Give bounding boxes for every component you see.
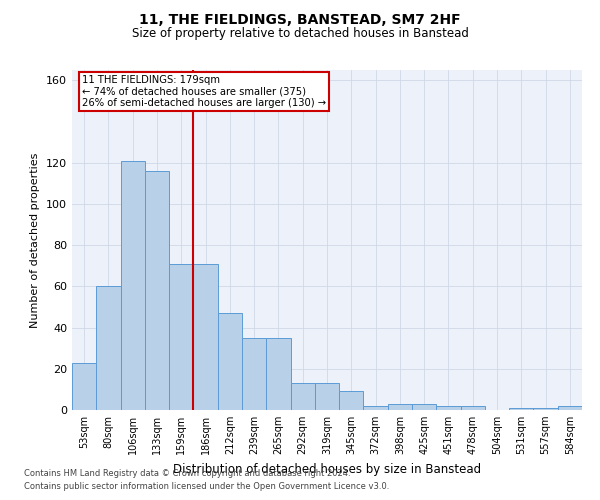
Bar <box>290 383 315 410</box>
Bar <box>72 362 96 410</box>
Bar <box>121 160 145 410</box>
Text: Contains HM Land Registry data © Crown copyright and database right 2024.: Contains HM Land Registry data © Crown c… <box>24 468 350 477</box>
Text: Size of property relative to detached houses in Banstead: Size of property relative to detached ho… <box>131 28 469 40</box>
Bar <box>364 406 388 410</box>
Bar <box>315 383 339 410</box>
Bar <box>388 404 412 410</box>
Bar <box>193 264 218 410</box>
Bar <box>533 408 558 410</box>
Text: 11 THE FIELDINGS: 179sqm
← 74% of detached houses are smaller (375)
26% of semi-: 11 THE FIELDINGS: 179sqm ← 74% of detach… <box>82 75 326 108</box>
Bar <box>218 313 242 410</box>
Bar <box>461 406 485 410</box>
Text: Contains public sector information licensed under the Open Government Licence v3: Contains public sector information licen… <box>24 482 389 491</box>
Bar <box>558 406 582 410</box>
Bar <box>145 171 169 410</box>
Bar <box>509 408 533 410</box>
Bar <box>169 264 193 410</box>
Y-axis label: Number of detached properties: Number of detached properties <box>31 152 40 328</box>
Bar <box>96 286 121 410</box>
Bar <box>436 406 461 410</box>
Bar <box>242 338 266 410</box>
Bar <box>412 404 436 410</box>
Text: 11, THE FIELDINGS, BANSTEAD, SM7 2HF: 11, THE FIELDINGS, BANSTEAD, SM7 2HF <box>139 12 461 26</box>
X-axis label: Distribution of detached houses by size in Banstead: Distribution of detached houses by size … <box>173 462 481 475</box>
Bar <box>339 392 364 410</box>
Bar <box>266 338 290 410</box>
